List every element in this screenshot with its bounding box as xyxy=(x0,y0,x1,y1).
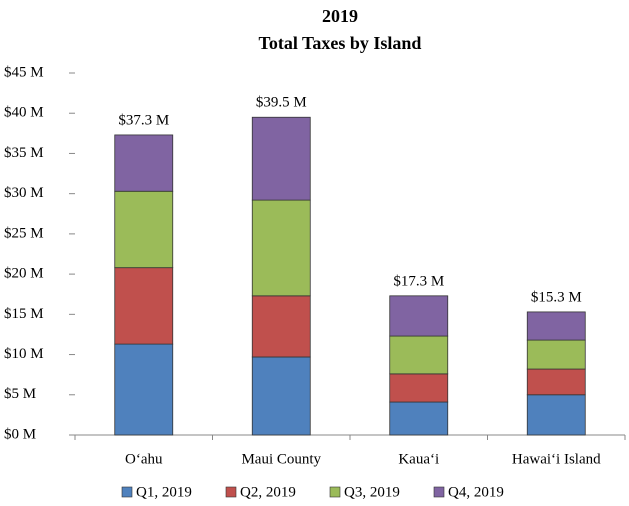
bar-segment xyxy=(389,401,449,436)
y-tick-label: $30 M xyxy=(4,185,44,201)
y-tick-label: $15 M xyxy=(4,306,44,322)
bar-segment xyxy=(251,116,311,201)
legend-label: Q3, 2019 xyxy=(344,484,400,500)
x-tick-label: Hawai‘i Island xyxy=(512,451,601,467)
legend-label: Q1, 2019 xyxy=(136,484,192,500)
x-tick-label: Maui County xyxy=(241,451,321,467)
bar-segment xyxy=(526,311,586,341)
bar-segment xyxy=(251,199,311,297)
bar-segment xyxy=(526,368,586,396)
bar-segment xyxy=(114,190,174,269)
bar-segment xyxy=(114,343,174,436)
bar-segment xyxy=(389,373,449,403)
bar-segment xyxy=(526,394,586,436)
bar-segment xyxy=(114,267,174,345)
total-label: $37.3 M xyxy=(118,112,169,128)
bar-segment xyxy=(251,295,311,358)
y-tick-label: $35 M xyxy=(4,145,44,161)
total-label: $15.3 M xyxy=(531,289,582,305)
legend-swatch xyxy=(433,486,445,498)
chart-subtitle: Total Taxes by Island xyxy=(259,33,422,53)
x-tick-label: O‘ahu xyxy=(125,451,163,467)
legend-label: Q4, 2019 xyxy=(448,484,504,500)
y-tick-label: $40 M xyxy=(4,105,44,121)
legend-swatch xyxy=(121,486,133,498)
legend-label: Q2, 2019 xyxy=(240,484,296,500)
y-tick-label: $25 M xyxy=(4,225,44,241)
legend-swatch xyxy=(225,486,237,498)
y-tick-label: $45 M xyxy=(4,64,44,80)
chart-title: 2019 xyxy=(322,6,358,26)
y-tick-label: $10 M xyxy=(4,346,44,362)
bar-segment xyxy=(114,134,174,192)
bar-segment xyxy=(251,356,311,436)
x-tick-label: Kaua‘i xyxy=(398,451,439,467)
legend-swatch xyxy=(329,486,341,498)
bar-segment xyxy=(389,295,449,337)
total-label: $39.5 M xyxy=(256,95,307,111)
bar-segment xyxy=(389,335,449,375)
y-tick-label: $20 M xyxy=(4,266,44,282)
y-tick-label: $0 M xyxy=(4,426,36,442)
y-tick-label: $5 M xyxy=(4,386,36,402)
total-label: $17.3 M xyxy=(393,273,444,289)
bar-segment xyxy=(526,339,586,370)
